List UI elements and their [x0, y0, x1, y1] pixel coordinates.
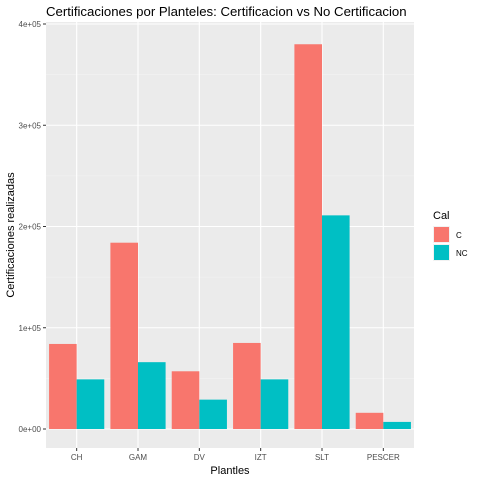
bar-c-ch[interactable] — [49, 343, 77, 429]
y-tick-label: 3e+05 — [19, 121, 42, 130]
x-tick-label: CH — [71, 453, 83, 462]
x-tick-label: DV — [194, 453, 206, 462]
bar-nc-ch[interactable] — [76, 379, 105, 429]
y-axis-label: Certificaciones realizadas — [5, 172, 17, 298]
bar-nc-gam[interactable] — [138, 362, 166, 429]
x-tick-label: PESCER — [367, 453, 400, 462]
x-tick-label: SLT — [315, 453, 329, 462]
legend-label-nc: NC — [456, 249, 468, 258]
plot-panel — [46, 22, 414, 448]
y-tick-label: 4e+05 — [19, 20, 42, 29]
legend-swatch-c — [434, 227, 449, 242]
legend-swatch-nc — [434, 245, 449, 260]
x-axis-label: Plantles — [210, 465, 250, 477]
bar-c-izt[interactable] — [233, 342, 261, 429]
bar-c-dv[interactable] — [171, 371, 200, 429]
legend-title: Cal — [433, 210, 450, 222]
x-tick-label: GAM — [129, 453, 148, 462]
bar-c-slt[interactable] — [294, 44, 322, 429]
y-tick-label: 2e+05 — [19, 223, 42, 232]
y-tick-label: 1e+05 — [19, 324, 42, 333]
x-tick-label: IZT — [255, 453, 267, 462]
y-tick-label: 0e+00 — [19, 425, 42, 434]
legend: Cal C NC — [433, 210, 468, 261]
legend-label-c: C — [456, 231, 462, 240]
chart-title: Certificaciones por Planteles: Certifica… — [46, 4, 407, 19]
bar-nc-pescer[interactable] — [383, 421, 411, 429]
bar-nc-dv[interactable] — [199, 399, 227, 429]
bar-c-gam[interactable] — [110, 242, 138, 429]
bar-nc-slt[interactable] — [322, 215, 350, 429]
bar-nc-izt[interactable] — [260, 379, 289, 429]
bar-c-pescer[interactable] — [355, 412, 384, 429]
